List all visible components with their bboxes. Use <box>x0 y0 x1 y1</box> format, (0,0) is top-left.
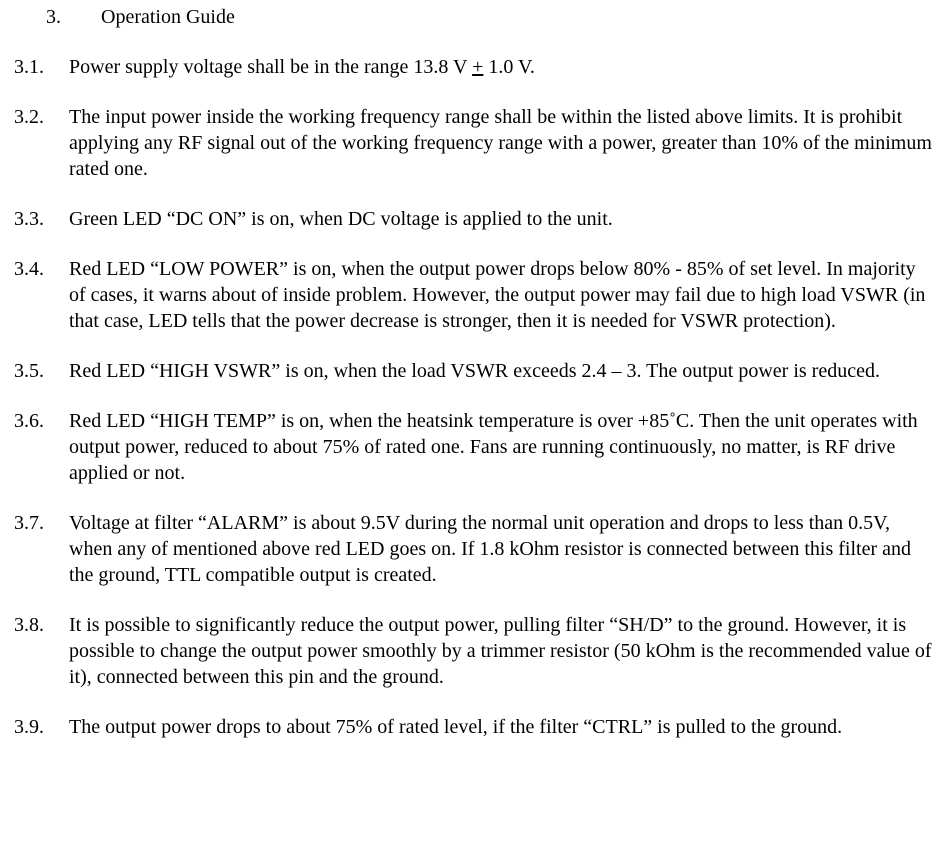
item-number: 3.6. <box>0 408 69 486</box>
text-run: Voltage at filter “ALARM” is about 9.5V … <box>69 512 911 586</box>
text-run: 1.0 V. <box>483 56 535 78</box>
item-number: 3.8. <box>0 612 69 690</box>
item-number: 3.3. <box>0 206 69 232</box>
list-item: 3.4.Red LED “LOW POWER” is on, when the … <box>0 256 942 334</box>
list-item: 3.8.It is possible to significantly redu… <box>0 612 942 690</box>
list-item: 3.5.Red LED “HIGH VSWR” is on, when the … <box>0 358 942 384</box>
text-run: Red LED “LOW POWER” is on, when the outp… <box>69 258 925 332</box>
item-text: Green LED “DC ON” is on, when DC voltage… <box>69 206 942 232</box>
item-number: 3.9. <box>0 714 69 740</box>
list-item: 3.1.Power supply voltage shall be in the… <box>0 54 942 80</box>
item-number: 3.5. <box>0 358 69 384</box>
text-run: Red LED “HIGH VSWR” is on, when the load… <box>69 360 880 382</box>
item-text: Red LED “HIGH VSWR” is on, when the load… <box>69 358 942 384</box>
section-title-num: 3. <box>0 4 101 30</box>
item-text: Red LED “LOW POWER” is on, when the outp… <box>69 256 942 334</box>
text-run: + <box>472 56 483 78</box>
text-run: It is possible to significantly reduce t… <box>69 614 932 688</box>
text-run: The output power drops to about 75% of r… <box>69 716 842 738</box>
list-item: 3.6.Red LED “HIGH TEMP” is on, when the … <box>0 408 942 486</box>
item-text: The output power drops to about 75% of r… <box>69 714 942 740</box>
item-text: The input power inside the working frequ… <box>69 104 942 182</box>
text-run: The input power inside the working frequ… <box>69 106 932 180</box>
item-number: 3.2. <box>0 104 69 182</box>
item-text: It is possible to significantly reduce t… <box>69 612 942 690</box>
document-page: 3. Operation Guide 3.1.Power supply volt… <box>0 0 942 740</box>
section-title-text: Operation Guide <box>101 4 942 30</box>
text-run: Green LED “DC ON” is on, when DC voltage… <box>69 208 613 230</box>
text-run: Power supply voltage shall be in the ran… <box>69 56 472 78</box>
text-run: Red LED “HIGH TEMP” is on, when the heat… <box>69 410 918 484</box>
item-text: Red LED “HIGH TEMP” is on, when the heat… <box>69 408 942 486</box>
item-text: Power supply voltage shall be in the ran… <box>69 54 942 80</box>
list-item: 3.9.The output power drops to about 75% … <box>0 714 942 740</box>
list-item: 3.3.Green LED “DC ON” is on, when DC vol… <box>0 206 942 232</box>
list-item: 3.7.Voltage at filter “ALARM” is about 9… <box>0 510 942 588</box>
item-number: 3.7. <box>0 510 69 588</box>
item-number: 3.1. <box>0 54 69 80</box>
list-item: 3.2.The input power inside the working f… <box>0 104 942 182</box>
item-text: Voltage at filter “ALARM” is about 9.5V … <box>69 510 942 588</box>
section-title-row: 3. Operation Guide <box>0 4 942 30</box>
items-container: 3.1.Power supply voltage shall be in the… <box>0 54 942 740</box>
item-number: 3.4. <box>0 256 69 334</box>
